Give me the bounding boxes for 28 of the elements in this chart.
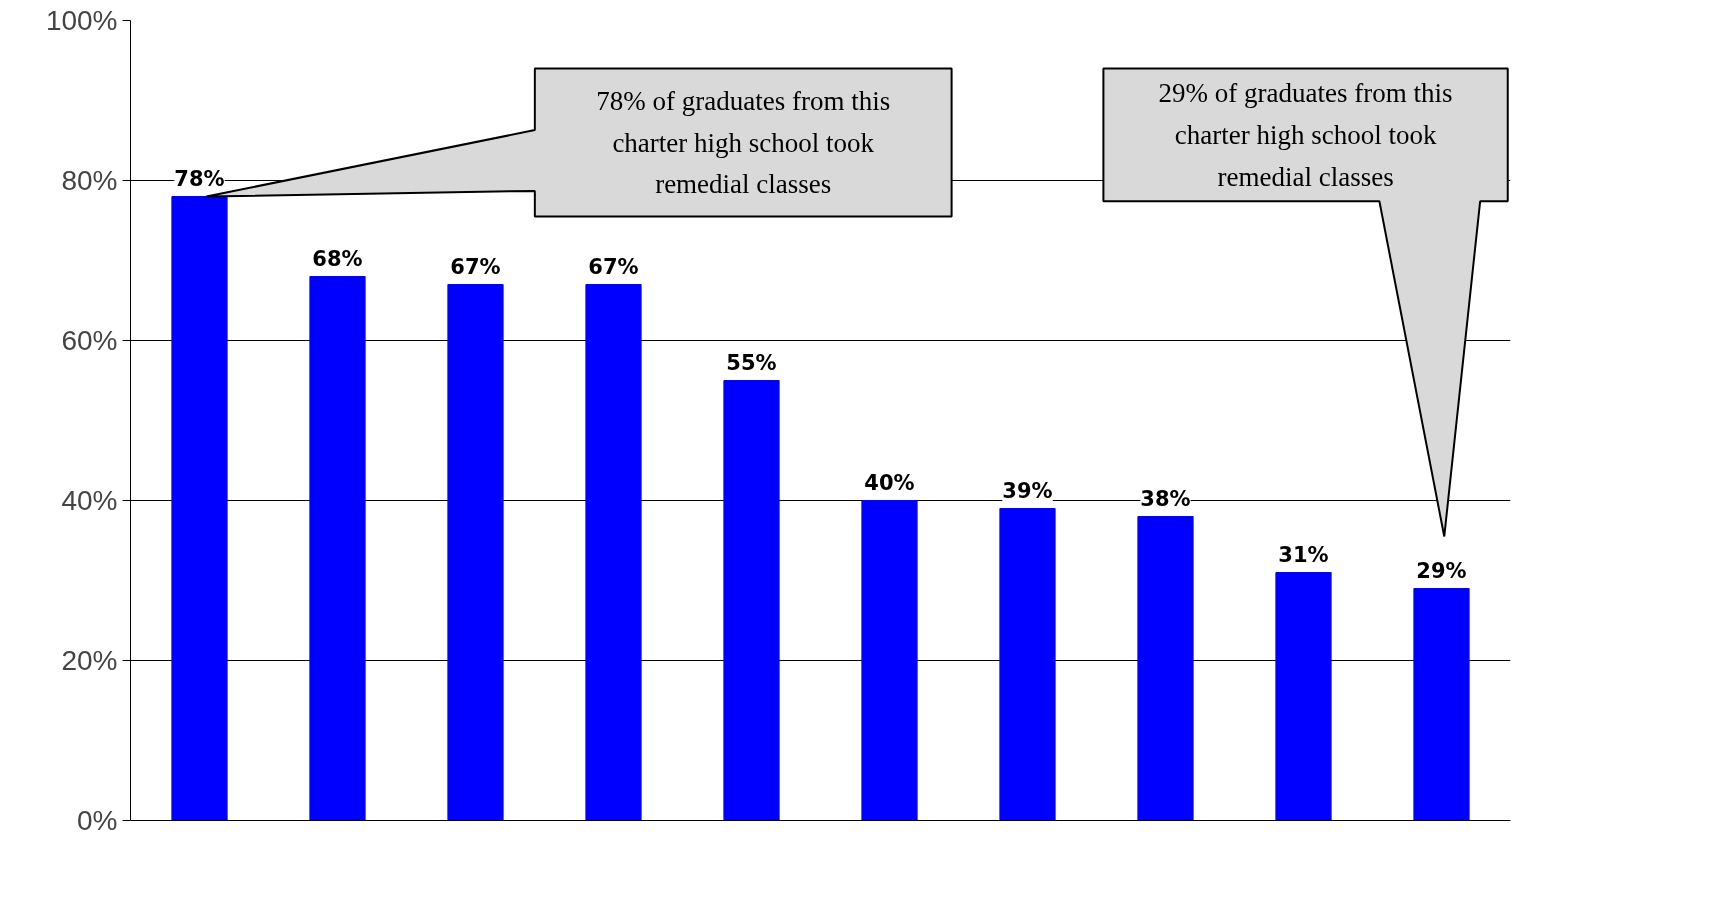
bar [309,276,366,821]
data-label: 38% [1140,486,1191,511]
data-label: 68% [312,246,363,271]
bar [1275,572,1332,821]
y-tick-label: 0% [77,805,118,836]
data-label: 55% [726,350,777,375]
y-tick-label: 80% [61,165,118,196]
data-label: 31% [1278,542,1329,567]
annotation: 29% of graduates from this charter high school took remedial classes [1158,78,1453,192]
data-label: 67% [588,254,639,279]
data-label: 40% [864,470,915,495]
annotation: 78% of graduates from this charter high school took remedial classes [596,85,891,200]
data-label: 78% [174,166,225,191]
bar [999,508,1056,821]
bar [171,196,228,821]
data-label: 39% [1002,478,1053,503]
bar [1137,516,1194,821]
data-label: 67% [450,254,501,279]
y-tick-label: 20% [61,645,118,676]
y-tick-label: 60% [61,325,118,356]
y-tick-label: 40% [61,485,118,516]
bar [861,500,918,821]
data-label: 29% [1416,558,1467,583]
bar [585,284,642,821]
y-tick-label: 100% [45,5,118,36]
bar [723,380,780,821]
bar [447,284,504,821]
bar [1413,588,1470,821]
